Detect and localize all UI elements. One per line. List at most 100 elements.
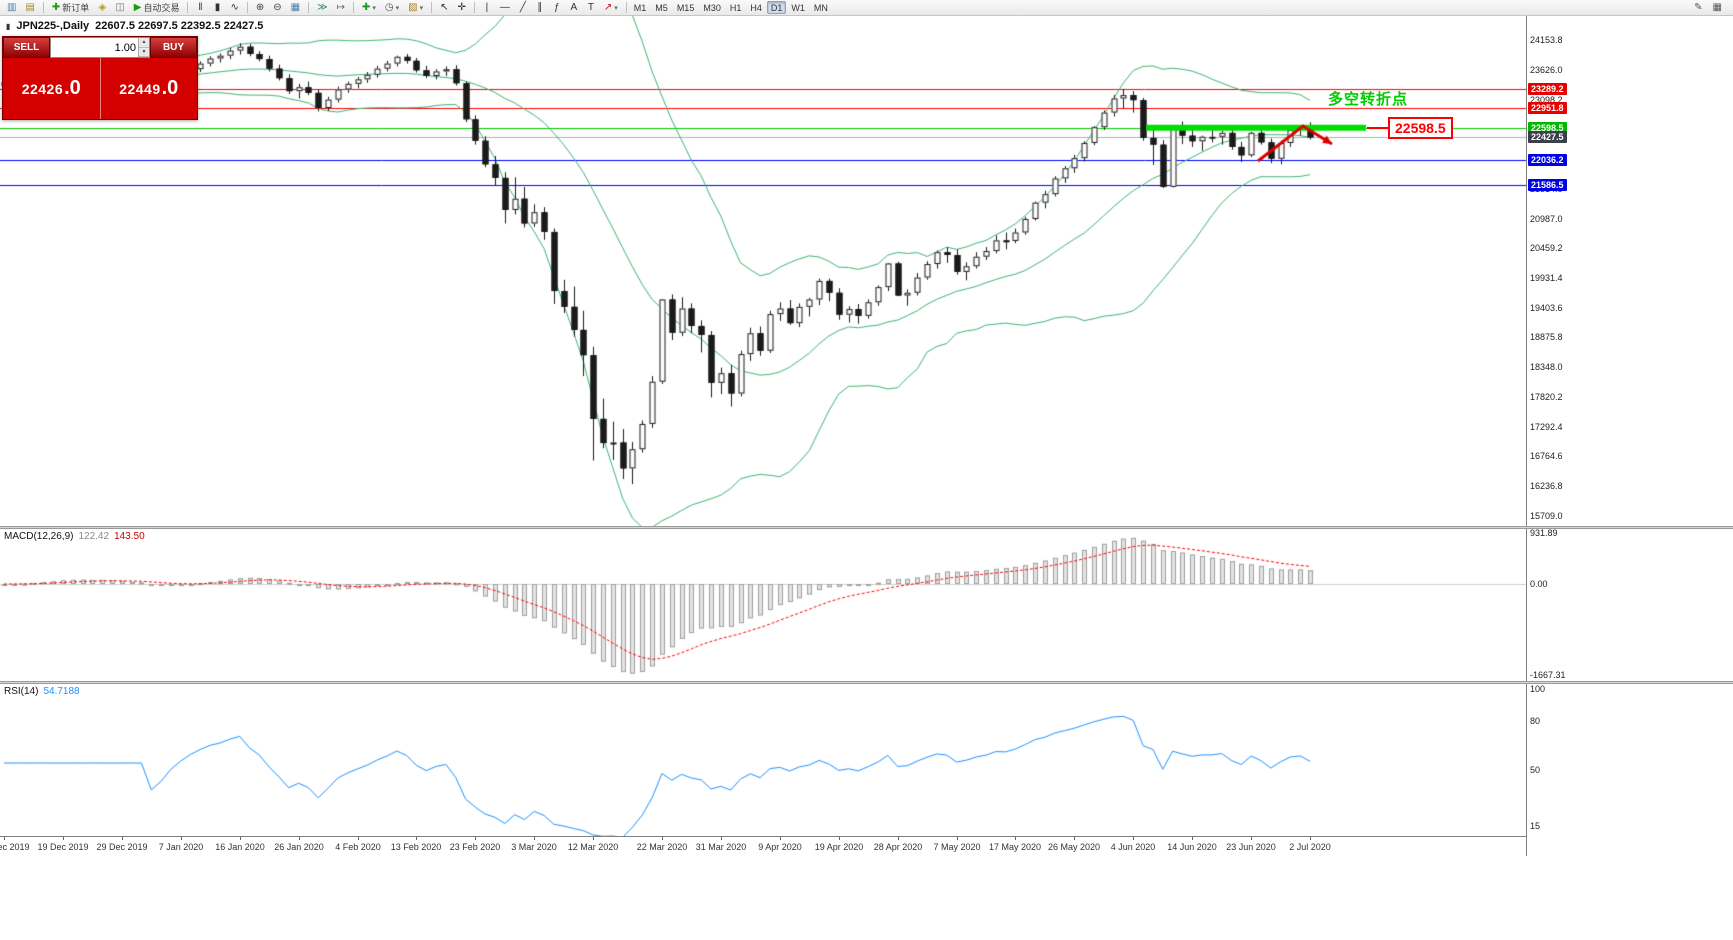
volume-stepper: ▲ ▼ [138, 38, 149, 57]
price-callout-label[interactable]: 22598.5 [1388, 117, 1453, 139]
timeframe-mn-button[interactable]: MN [813, 2, 828, 13]
volume-down-button[interactable]: ▼ [139, 47, 149, 57]
macd-signal-value: 143.50 [114, 531, 145, 542]
panel-splitter[interactable] [0, 526, 1733, 529]
time-tick [240, 837, 241, 840]
timeframe-m1-button[interactable]: M1 [633, 2, 647, 13]
date-label: 17 May 2020 [988, 842, 1042, 852]
timeframe-w1-button[interactable]: W1 [791, 2, 805, 13]
cursor-button[interactable]: ↖ [436, 1, 452, 15]
main-chart-canvas[interactable] [0, 16, 1526, 526]
candles-mode-button[interactable]: ▮ [209, 1, 225, 15]
calendar-icon: ▦ [1712, 1, 1722, 13]
zoom-in-icon: ⊕ [255, 1, 265, 13]
vline-icon: | [485, 1, 489, 13]
date-label: 2 Jul 2020 [1289, 842, 1331, 852]
templates-button[interactable]: ▨ ▾ [404, 1, 427, 15]
label-icon: T [587, 1, 594, 13]
line-mode-icon: ∿ [230, 1, 239, 13]
time-tick [475, 837, 476, 840]
time-tick [416, 837, 417, 840]
volume-input[interactable] [51, 38, 138, 57]
text-button[interactable]: A [566, 1, 582, 15]
price-tick-label: 23098.2 [1530, 94, 1563, 105]
rsi-indicator-label: RSI(14) 54.7188 [4, 686, 80, 697]
time-tick [299, 837, 300, 840]
time-tick [4, 837, 5, 840]
date-label: 19 Dec 2019 [37, 842, 89, 852]
time-tick [63, 837, 64, 840]
terminal-button[interactable]: ◫ [111, 1, 128, 15]
line-mode-button[interactable]: ∿ [226, 1, 242, 15]
date-label: 7 May 2020 [933, 842, 981, 852]
timeframe-h1-button[interactable]: H1 [729, 2, 742, 13]
quick-edit-button[interactable]: ✎ [1690, 1, 1706, 15]
macd-panel-canvas[interactable] [0, 529, 1526, 681]
buy-price-main: 22449 [119, 80, 161, 97]
periods-icon: ◷ [384, 1, 394, 13]
zoom-in-button[interactable]: ⊕ [252, 1, 268, 15]
label-button[interactable]: T [583, 1, 599, 15]
bars-mode-button[interactable]: ‖ [192, 1, 208, 15]
timeframe-m15-button[interactable]: M15 [676, 2, 695, 13]
date-label: 13 Feb 2020 [390, 842, 442, 852]
metaeditor-button[interactable]: ◈ [94, 1, 110, 15]
buy-price-button[interactable]: 22449.0 [100, 58, 197, 119]
timeframe-m30-button[interactable]: M30 [703, 2, 721, 13]
symbol-chart-icon: ▮ [6, 21, 11, 31]
vline-button[interactable]: | [479, 1, 495, 15]
new-chart-button[interactable]: ▥ [3, 1, 20, 15]
macd-tick-label: -1667.31 [1530, 669, 1566, 680]
zoom-out-button[interactable]: ⊖ [269, 1, 285, 15]
toolbar-separator [431, 2, 433, 13]
rsi-panel-canvas[interactable] [0, 684, 1526, 836]
time-tick [1133, 837, 1134, 840]
callout-connector-line [1367, 127, 1388, 129]
buy-price-frac: .0 [161, 77, 179, 99]
indicators-button[interactable]: ✚ ▾ [358, 1, 380, 15]
sell-button[interactable]: SELL [3, 37, 50, 58]
fibonacci-button[interactable]: ƒ [549, 1, 565, 15]
price-tick-label: 20987.0 [1530, 213, 1563, 224]
arrows-button[interactable]: ↗ ▾ [600, 1, 622, 15]
timeframe-h4-button[interactable]: H4 [750, 2, 762, 13]
hline-price-label: 22427.5 [1528, 131, 1567, 144]
sell-price-button[interactable]: 22426.0 [3, 58, 100, 119]
autotrading-button[interactable]: ▶ 自动交易 [130, 1, 184, 15]
buy-button[interactable]: BUY [150, 37, 197, 58]
crosshair-icon: ✛ [457, 1, 466, 13]
calendar-button[interactable]: ▦ [1709, 1, 1726, 15]
date-label: 22 Mar 2020 [636, 842, 688, 852]
chart-shift-icon: ↦ [336, 1, 345, 13]
price-tick-label: 15709.0 [1530, 510, 1563, 521]
trendline-button[interactable]: ╱ [515, 1, 531, 15]
chevron-down-icon: ▾ [395, 4, 400, 12]
macd-tick-label: 931.89 [1530, 528, 1558, 539]
volume-up-button[interactable]: ▲ [139, 38, 149, 48]
rsi-tick-label: 100 [1530, 683, 1546, 694]
new-chart-icon: ▥ [7, 1, 17, 13]
periods-button[interactable]: ◷ ▾ [381, 1, 403, 15]
timeframe-m5-button[interactable]: M5 [655, 2, 668, 13]
hline-button[interactable]: — [496, 1, 514, 15]
channel-button[interactable]: ∥ [532, 1, 548, 15]
timeframe-d1-button[interactable]: D1 [766, 1, 787, 14]
date-label: 16 Jan 2020 [215, 842, 265, 852]
auto-scroll-button[interactable]: ≫ [313, 1, 331, 15]
chart-profiles-button[interactable]: ▤ [21, 1, 38, 15]
arrows-icon: ↗ [603, 1, 613, 13]
time-tick [721, 837, 722, 840]
crosshair-button[interactable]: ✛ [453, 1, 469, 15]
rsi-tick-label: 80 [1530, 716, 1541, 727]
trendline-icon: ╱ [519, 1, 526, 13]
turning-point-annotation[interactable]: 多空转折点 [1328, 91, 1409, 108]
toolbar-separator [187, 2, 189, 13]
zoom-out-icon: ⊖ [273, 1, 282, 13]
time-axis[interactable]: 10 Dec 2019 19 Dec 2019 29 Dec 2019 7 Jan 2… [0, 836, 1526, 858]
chart-shift-button[interactable]: ↦ [333, 1, 349, 15]
price-axis[interactable]: 24153.823626.023098.222570.422042.621514… [1526, 16, 1733, 856]
panel-splitter[interactable] [0, 681, 1733, 684]
tile-windows-button[interactable]: ▦ [287, 1, 304, 15]
new-order-button[interactable]: ✚ 新订单 [48, 1, 93, 15]
